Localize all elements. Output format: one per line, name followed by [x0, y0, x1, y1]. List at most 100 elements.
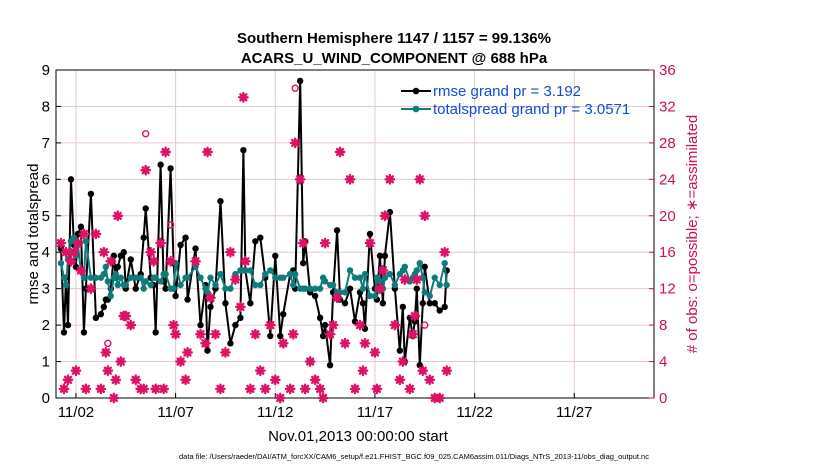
data-point	[262, 270, 269, 278]
data-point	[57, 259, 65, 267]
obs-assimilated-marker	[195, 328, 206, 340]
obs-assimilated-marker	[264, 319, 276, 331]
obs-assimilated-marker	[354, 319, 366, 331]
obs-assimilated-marker	[334, 146, 346, 158]
data-point	[242, 267, 249, 274]
data-point	[321, 278, 329, 285]
data-point	[413, 285, 420, 292]
data-point	[184, 296, 191, 303]
data-point	[182, 234, 189, 241]
obs-assimilated-marker	[80, 383, 92, 395]
data-point	[92, 314, 100, 322]
data-point	[197, 321, 204, 329]
obs-assimilated-marker	[95, 383, 107, 395]
obs-assimilated-marker	[90, 228, 102, 240]
obs-assimilated-marker	[294, 173, 306, 185]
data-point	[227, 285, 234, 292]
right-y-tick-label: 8	[659, 317, 667, 334]
obs-possible-marker	[421, 321, 429, 329]
left-y-axis-ticks: 0 1 2 3 4 5 6 7 8 9	[42, 62, 61, 407]
data-point	[290, 281, 297, 289]
obs-assimilated-marker	[364, 237, 376, 249]
data-point	[80, 329, 88, 336]
data-point	[277, 332, 284, 340]
obs-assimilated-marker	[274, 392, 286, 404]
data-point	[157, 278, 164, 285]
obs-possible-marker	[166, 221, 175, 229]
left-y-tick-label: 9	[42, 62, 50, 79]
data-point	[311, 292, 319, 300]
obs-assimilated-marker	[309, 374, 321, 386]
obs-assimilated-marker	[404, 383, 416, 395]
legend-marker-rmse	[412, 87, 420, 95]
x-axis-label: Nov.01,2013 00:00:00 start	[268, 428, 449, 445]
obs-assimilated-marker	[165, 255, 177, 267]
obs-assimilated-marker	[70, 365, 82, 377]
left-y-tick-label: 3	[42, 281, 50, 298]
data-point	[222, 285, 229, 292]
obs-assimilated-marker	[441, 365, 453, 377]
obs-assimilated-marker	[150, 383, 162, 395]
data-point	[381, 252, 389, 260]
data-point	[336, 289, 344, 296]
data-point	[227, 340, 234, 347]
data-point	[431, 274, 438, 281]
x-tick-label: 11/02	[58, 404, 94, 421]
data-point	[192, 245, 199, 252]
data-point	[142, 205, 149, 212]
chart-title: Southern Hemisphere 1147 / 1157 = 99.136…	[237, 30, 551, 47]
obs-assimilated-marker	[379, 210, 391, 222]
obs-assimilated-marker	[407, 328, 419, 340]
data-point	[107, 292, 115, 300]
obs-assimilated-marker	[100, 347, 112, 358]
left-y-tick-label: 8	[42, 98, 50, 115]
obs-assimilated-marker	[414, 173, 426, 185]
data-point	[351, 274, 359, 281]
obs-assimilated-marker	[439, 246, 451, 258]
data-point	[391, 281, 399, 289]
data-point	[152, 274, 159, 281]
obs-assimilated-marker	[98, 246, 110, 258]
data-point	[197, 274, 204, 281]
x-tick-label: 11/07	[157, 404, 193, 421]
obs-assimilated-marker	[105, 255, 117, 267]
obs-assimilated-marker	[289, 137, 301, 149]
obs-assimilated-marker	[417, 365, 429, 377]
right-y-tick-label: 24	[659, 171, 676, 188]
data-point	[436, 307, 443, 314]
obs-assimilated-marker	[72, 237, 84, 249]
obs-assimilated-marker	[304, 356, 316, 367]
right-y-axis-label: # of obs: o=possible; ∗=assimilated	[684, 115, 701, 354]
x-tick-label: 11/27	[556, 404, 592, 421]
data-point	[299, 259, 307, 267]
data-point	[321, 321, 329, 329]
x-axis-ticks: 11/02 11/07 11/12 11/17 11/22 11/27	[58, 393, 592, 421]
data-point	[341, 300, 349, 307]
data-point	[316, 314, 324, 322]
right-y-axis-ticks: 0 4 8 12 16 20 24 28 32 36	[649, 62, 676, 407]
data-point	[104, 278, 112, 285]
data-point	[147, 281, 154, 289]
obs-assimilated-marker	[145, 246, 157, 258]
data-point	[237, 314, 244, 322]
series-line	[60, 79, 448, 367]
data-point	[127, 274, 134, 281]
data-point	[267, 267, 274, 274]
series-layer	[55, 77, 453, 404]
data-point	[122, 281, 129, 289]
obs-assimilated-marker	[108, 392, 120, 404]
obs-assimilated-marker	[158, 383, 170, 395]
data-point	[413, 267, 420, 274]
data-point	[222, 300, 229, 307]
plot-area	[55, 69, 655, 399]
obs-assimilated-marker	[344, 173, 356, 185]
obs-assimilated-marker	[210, 328, 221, 340]
data-point	[272, 252, 279, 260]
data-point	[80, 274, 88, 281]
right-y-tick-label: 12	[659, 281, 676, 298]
data-point	[217, 198, 224, 205]
data-point	[97, 310, 105, 318]
data-point	[419, 300, 426, 307]
data-point	[316, 285, 324, 292]
data-point	[272, 274, 279, 281]
